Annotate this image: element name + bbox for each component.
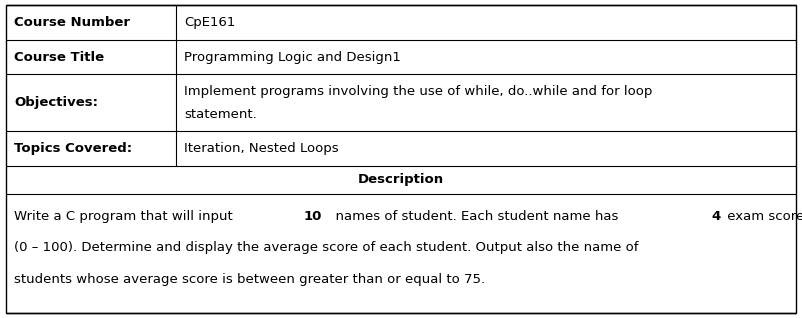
Text: Programming Logic and Design1: Programming Logic and Design1 <box>184 51 401 64</box>
Text: (0 – 100). Determine and display the average score of each student. Output also : (0 – 100). Determine and display the ave… <box>14 241 638 254</box>
Text: 4: 4 <box>711 210 721 223</box>
Text: Course Number: Course Number <box>14 16 130 29</box>
Text: Write a C program that will input: Write a C program that will input <box>14 210 237 223</box>
Text: Course Title: Course Title <box>14 51 104 64</box>
Text: Iteration, Nested Loops: Iteration, Nested Loops <box>184 142 338 155</box>
Text: exam scores: exam scores <box>723 210 802 223</box>
Text: Objectives:: Objectives: <box>14 96 98 109</box>
Text: students whose average score is between greater than or equal to 75.: students whose average score is between … <box>14 273 485 286</box>
Text: Topics Covered:: Topics Covered: <box>14 142 132 155</box>
Text: Implement programs involving the use of while, do..while and for loop: Implement programs involving the use of … <box>184 85 652 98</box>
Text: names of student. Each student name has: names of student. Each student name has <box>327 210 623 223</box>
Text: Description: Description <box>358 173 444 186</box>
Text: 10: 10 <box>304 210 322 223</box>
Text: statement.: statement. <box>184 108 257 121</box>
Text: CpE161: CpE161 <box>184 16 235 29</box>
